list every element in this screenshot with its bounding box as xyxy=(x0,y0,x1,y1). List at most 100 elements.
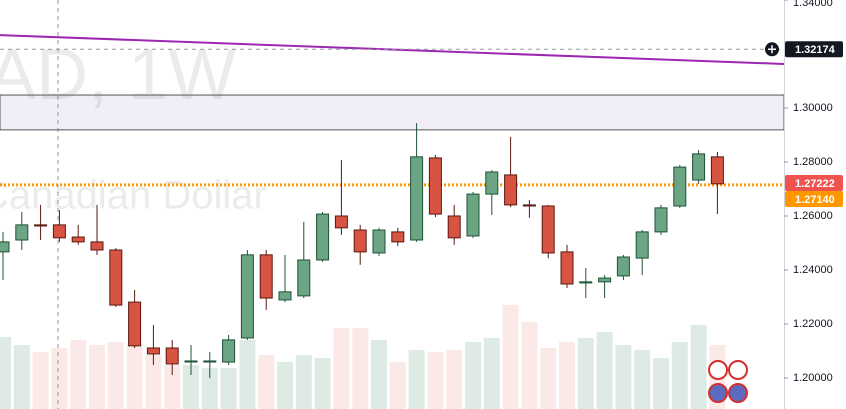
volume-bar xyxy=(521,322,538,409)
volume-bar xyxy=(295,355,312,409)
candle-body xyxy=(504,174,518,206)
candle-body xyxy=(522,204,536,207)
flag-cad xyxy=(708,360,728,380)
price-badge xyxy=(785,41,843,58)
candle-body xyxy=(278,291,292,301)
candle-body xyxy=(334,215,348,229)
y-tick-label: 1.22000 xyxy=(793,318,833,330)
candle-body xyxy=(654,207,668,233)
candle-body xyxy=(485,171,499,195)
volume-bar xyxy=(258,355,275,409)
zone xyxy=(0,94,785,131)
candle-body xyxy=(410,156,424,241)
y-tick-label: 1.28000 xyxy=(793,156,833,168)
volume-bar xyxy=(634,350,651,409)
volume-bar xyxy=(408,350,425,409)
price-badge-label: 1.27140 xyxy=(795,194,835,206)
candle-body xyxy=(222,339,236,363)
volume-bar xyxy=(145,355,162,409)
candle-body xyxy=(692,153,706,181)
currency-flags xyxy=(708,360,748,403)
volume-bar xyxy=(483,338,500,409)
flag-usd xyxy=(728,383,748,403)
y-tick-label: 1.20000 xyxy=(793,372,833,384)
volume-bar xyxy=(559,342,575,409)
candle-body xyxy=(203,360,217,363)
volume-bar xyxy=(465,342,481,409)
volume-bar xyxy=(126,345,143,409)
candle-body xyxy=(372,229,386,254)
candle-body xyxy=(466,193,480,237)
flag-usd xyxy=(708,383,728,403)
volume-bar xyxy=(671,342,688,409)
volume-bar xyxy=(446,350,463,409)
candle-body xyxy=(297,259,311,297)
volume-bar xyxy=(70,340,87,409)
candle-body xyxy=(128,301,142,347)
candle-body xyxy=(15,224,29,241)
watermark: AD, 1W xyxy=(0,35,236,115)
candle-body xyxy=(109,249,123,306)
volume-bar xyxy=(32,352,49,409)
candle-body xyxy=(391,231,405,243)
price-badge xyxy=(785,174,843,191)
candle-body xyxy=(240,254,254,339)
candle-body xyxy=(616,256,630,277)
candle-body xyxy=(635,231,649,259)
crosshair-add-icon xyxy=(768,45,776,54)
candle-body xyxy=(184,360,198,363)
candle-body xyxy=(673,166,687,207)
candle-body xyxy=(165,347,179,365)
candle-body xyxy=(428,157,442,215)
candle-body xyxy=(146,347,160,355)
candle-body xyxy=(353,229,367,253)
candle-body xyxy=(259,254,273,299)
volume-bar xyxy=(51,348,68,409)
volume-bar xyxy=(239,340,256,409)
volume-bar xyxy=(596,332,613,409)
y-tick-label: 1.34000 xyxy=(793,0,833,9)
volume-bar xyxy=(615,345,632,409)
candle-body xyxy=(34,224,48,227)
candle-body xyxy=(560,251,574,285)
volume-bar xyxy=(0,337,11,409)
candle-body xyxy=(90,241,104,251)
volume-bar xyxy=(389,362,406,409)
price-badge xyxy=(785,190,843,207)
candle-body xyxy=(0,241,10,253)
volume-bar xyxy=(333,328,350,409)
candle-body xyxy=(710,156,724,185)
volume-bar xyxy=(427,352,444,409)
flag-cad xyxy=(728,360,748,380)
candle-body xyxy=(316,213,330,261)
volume-bar xyxy=(164,365,181,409)
price-badge-label: 1.32174 xyxy=(795,44,836,56)
candle-body xyxy=(579,281,593,284)
volume-bar xyxy=(690,325,707,409)
volume-bar xyxy=(371,340,387,409)
volume-bar xyxy=(352,328,369,409)
volume-bar xyxy=(502,305,519,409)
volume-bar xyxy=(277,362,293,409)
candle-body xyxy=(541,205,555,254)
volume-bar xyxy=(201,368,218,409)
y-tick-label: 1.30000 xyxy=(793,102,833,114)
candle-body xyxy=(52,224,66,239)
volume-bar xyxy=(107,342,124,409)
volume-bar xyxy=(220,368,237,409)
volume-bar xyxy=(183,365,199,409)
y-tick-label: 1.24000 xyxy=(793,264,833,276)
candle-body xyxy=(598,277,612,283)
volume-bar xyxy=(653,358,669,409)
volume-bar xyxy=(577,338,594,409)
volume-bar xyxy=(13,345,30,409)
volume-bar xyxy=(540,348,557,409)
volume-bar xyxy=(89,345,105,409)
price-badge-label: 1.27222 xyxy=(795,178,835,190)
watermark-subtitle: Canadian Dollar xyxy=(0,174,267,218)
candle-body xyxy=(447,215,461,239)
candle-body xyxy=(71,236,85,243)
y-tick-label: 1.26000 xyxy=(793,210,833,222)
